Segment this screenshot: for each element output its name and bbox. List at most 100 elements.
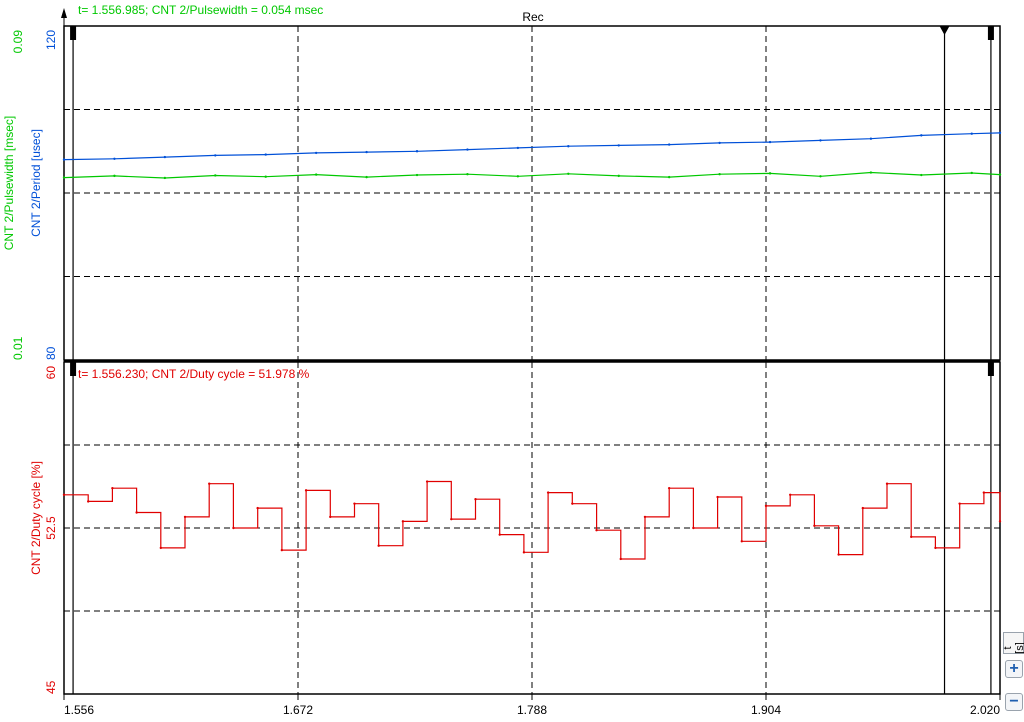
data-point <box>571 502 574 505</box>
data-point <box>643 515 647 519</box>
data-point <box>113 174 116 178</box>
data-point <box>595 529 598 532</box>
data-point <box>516 175 520 178</box>
data-point <box>998 131 1002 135</box>
data-point <box>958 502 961 505</box>
data-point <box>869 171 873 174</box>
data-point <box>567 172 570 175</box>
data-point <box>837 553 840 556</box>
plus-icon: + <box>1009 660 1019 677</box>
data-point <box>920 173 923 177</box>
zoom-out-button[interactable]: − <box>1005 693 1023 711</box>
data-point <box>62 158 66 161</box>
data-point <box>415 173 419 177</box>
data-point <box>304 489 308 492</box>
data-point <box>617 144 620 147</box>
data-point <box>998 173 1002 176</box>
data-point <box>982 491 986 494</box>
data-point <box>619 557 622 561</box>
data-point <box>365 175 368 179</box>
cursor-handle[interactable] <box>70 26 77 40</box>
data-point <box>415 150 419 153</box>
cursor-handle[interactable] <box>70 362 77 376</box>
data-point <box>617 174 620 178</box>
axis-arrow-icon <box>61 8 67 18</box>
data-point <box>934 546 937 550</box>
data-point <box>910 535 913 539</box>
data-point <box>264 175 267 178</box>
data-point <box>314 151 318 155</box>
data-point <box>163 176 167 180</box>
series-line-cnt-2-pulsewidth <box>63 171 1001 179</box>
data-point <box>885 482 889 485</box>
data-point <box>62 176 66 179</box>
data-point <box>474 498 477 501</box>
data-point <box>62 493 66 496</box>
x-tick-label: 1.556 <box>64 703 94 717</box>
y-tick-label: 0.09 <box>11 30 25 54</box>
y-tick-label: 60 <box>44 366 58 380</box>
data-point <box>353 502 356 505</box>
recording-label: Rec <box>522 10 543 24</box>
y-axis-label: CNT 2/Period [usec] <box>29 129 43 237</box>
data-point <box>869 137 873 140</box>
x-tick-label: 1.788 <box>517 703 547 717</box>
data-point <box>183 515 187 519</box>
data-point <box>667 175 671 179</box>
data-point <box>764 504 768 508</box>
y-axis-label: CNT 2/Pulsewidth [msec] <box>2 116 16 251</box>
data-point <box>498 533 501 536</box>
data-point <box>546 491 550 494</box>
y-tick-label: 80 <box>44 346 58 360</box>
data-point <box>819 175 822 178</box>
series-line-cnt-2-duty-cycle <box>64 480 1001 560</box>
data-point <box>718 173 721 176</box>
zoom-in-button[interactable]: + <box>1005 660 1023 678</box>
data-point <box>280 548 284 552</box>
data-point <box>813 524 816 527</box>
data-point <box>113 157 116 160</box>
data-point <box>163 155 167 159</box>
data-point <box>522 551 526 554</box>
cursor-handle[interactable] <box>987 362 994 376</box>
data-point <box>329 515 332 519</box>
data-point <box>377 544 380 547</box>
y-tick-label: 45 <box>44 680 58 694</box>
data-point <box>861 506 865 510</box>
data-point <box>208 482 211 485</box>
data-point <box>667 486 671 490</box>
data-point <box>768 172 772 175</box>
data-point <box>425 480 429 483</box>
data-point <box>232 526 235 530</box>
cursor-handle[interactable] <box>987 26 994 40</box>
data-point <box>740 540 743 543</box>
data-point <box>789 493 792 496</box>
data-point <box>768 140 772 144</box>
data-point <box>567 145 570 148</box>
cursor-triangle-icon[interactable] <box>939 26 950 35</box>
y-tick-label: 120 <box>44 30 58 50</box>
y-tick-label: 0.01 <box>11 336 25 360</box>
data-point <box>264 153 267 156</box>
data-point <box>516 146 520 150</box>
data-point <box>667 143 671 146</box>
data-point <box>214 154 217 157</box>
cursor-readout: t= 1.556.985; CNT 2/Pulsewidth = 0.054 m… <box>78 3 323 17</box>
x-tick-label: 2.020 <box>970 703 1000 717</box>
data-point <box>401 520 405 523</box>
y-tick-label: 52.5 <box>44 516 58 540</box>
x-tick-label: 1.672 <box>283 703 313 717</box>
x-tick-label: 1.904 <box>751 703 781 717</box>
y-axis-label: CNT 2/Duty cycle [%] <box>29 461 43 575</box>
data-point <box>87 500 90 503</box>
data-point <box>718 141 721 145</box>
data-point <box>998 520 1002 523</box>
data-point <box>111 486 114 490</box>
cursor-readout: t= 1.556.230; CNT 2/Duty cycle = 51.978 … <box>78 367 310 381</box>
series-line-cnt-2-period <box>63 132 1001 161</box>
data-point <box>466 148 469 151</box>
data-point <box>970 171 973 175</box>
data-point <box>365 150 368 154</box>
data-point <box>314 173 318 176</box>
